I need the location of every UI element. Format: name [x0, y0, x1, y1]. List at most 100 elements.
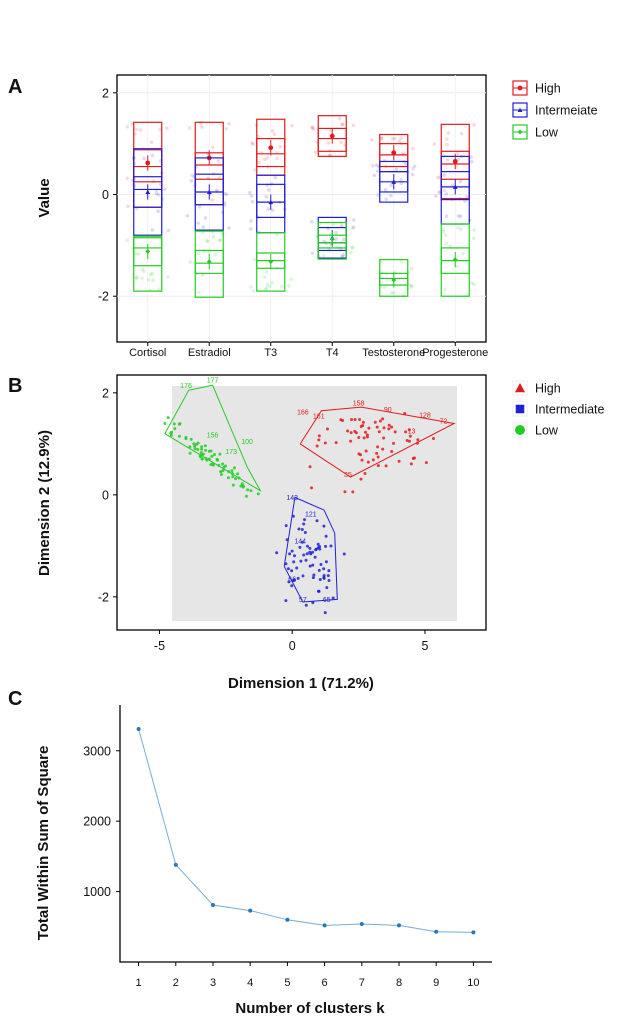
- panel-a-jitter-point: [471, 236, 476, 241]
- panel-b-point: [377, 430, 381, 434]
- panel-a-jitter-point: [210, 198, 214, 202]
- panel-a-jitter-point: [455, 151, 460, 156]
- panel-a-jitter-point: [465, 194, 469, 199]
- panel-a-jitter-point: [125, 124, 130, 129]
- panel-a-jitter-point: [379, 136, 384, 140]
- panel-a-jitter-point: [134, 275, 139, 280]
- panel-a-legend-marker: [517, 107, 523, 113]
- panel-a-jitter-point: [371, 163, 375, 168]
- panel-a-jitter-point: [443, 287, 447, 291]
- panel-a-jitter-point: [224, 126, 229, 131]
- panel-a-jitter-point: [404, 162, 408, 166]
- panel-b-point: [288, 552, 292, 556]
- panel-a-jitter-point: [224, 192, 229, 196]
- panel-b-x-tick-label: -5: [154, 639, 165, 653]
- panel-b-point: [409, 462, 413, 466]
- panel-b-point: [324, 544, 328, 548]
- panel-a-jitter-point: [389, 193, 393, 198]
- panel-c-x-tick-label: 10: [467, 977, 479, 989]
- panel-a-jitter-point: [441, 230, 446, 234]
- panel-b-point: [381, 417, 385, 421]
- panel-a-legend-marker: [517, 129, 523, 135]
- panel-c-y-ticks: 1000 2000 3000: [83, 744, 120, 899]
- panel-b-point: [192, 442, 196, 446]
- panel-b-point: [387, 427, 391, 431]
- panel-c-point: [471, 930, 476, 935]
- panel-a-iqr-box: [133, 237, 163, 267]
- panel-a-jitter-point: [201, 230, 205, 235]
- panel-b-point: [166, 416, 170, 420]
- panel-b-point: [178, 422, 182, 426]
- panel-a-mean-marker: [452, 159, 458, 164]
- panel-b-point: [169, 433, 173, 437]
- panel-b-point: [322, 567, 326, 571]
- panel-b-point-label: 156: [207, 433, 219, 440]
- panel-a-jitter-point: [370, 138, 374, 142]
- panel-b-point: [246, 488, 250, 492]
- panel-b-point: [305, 544, 309, 548]
- panel-b-point: [363, 472, 367, 476]
- panel-b-point: [365, 433, 369, 437]
- panel-b-point: [353, 418, 357, 422]
- panel-a-jitter-point: [374, 163, 379, 167]
- panel-a-jitter-point: [149, 140, 154, 144]
- panel-b-point: [210, 454, 214, 458]
- panel-b-point: [163, 421, 167, 425]
- panel-b-point: [387, 423, 391, 427]
- panel-b-point: [275, 551, 279, 555]
- panel-a-jitter-point: [267, 188, 271, 192]
- panel-b-point: [173, 427, 177, 431]
- panel-b-point: [302, 522, 306, 526]
- panel-a-jitter-point: [150, 228, 155, 232]
- panel-c-point: [434, 929, 439, 934]
- panel-b-point: [296, 576, 300, 580]
- panel-a-jitter-point: [438, 256, 443, 260]
- panel-b-point-label: 166: [297, 409, 309, 416]
- panel-a-jitter-point: [290, 123, 294, 128]
- panel-b-point: [299, 559, 303, 563]
- panel-a-jitter-point: [196, 221, 200, 226]
- panel-b-point: [284, 524, 288, 528]
- panel-b-point: [200, 445, 204, 449]
- panel-b-point: [234, 477, 238, 481]
- panel-a-jitter-point: [445, 157, 450, 162]
- panel-a-jitter-point: [133, 251, 138, 256]
- panel-b-legend-marker: [515, 383, 525, 393]
- panel-a-jitter-point: [432, 142, 437, 146]
- panel-a-jitter-point: [278, 144, 282, 149]
- panel-a-jitter-point: [458, 227, 463, 232]
- panel-b-point: [341, 419, 345, 423]
- panel-b-y-tick-label: 0: [102, 488, 109, 502]
- panel-a-frame: [116, 74, 487, 343]
- panel-b-point: [196, 448, 200, 452]
- panel-b-frame: [116, 374, 487, 631]
- panel-b-point: [334, 441, 338, 445]
- panel-a-jitter-point: [189, 179, 194, 183]
- panel-c-x-tick-label: 5: [284, 977, 290, 989]
- panel-b-point: [286, 567, 290, 571]
- panel-b-point: [313, 555, 317, 559]
- panel-a-jitter-point: [328, 128, 333, 133]
- panel-b-point: [209, 449, 213, 453]
- panel-a-mean-marker: [452, 184, 458, 189]
- panel-a-jitter-point: [434, 194, 438, 198]
- panel-a-jitter-point: [272, 132, 277, 137]
- panel-b-point: [231, 475, 235, 479]
- panel-b-point-label: 72: [440, 418, 448, 425]
- panel-b-point: [325, 427, 329, 431]
- panel-a-jitter-point: [250, 141, 254, 145]
- panel-b-point: [193, 444, 197, 448]
- panel-c-series-line: [138, 728, 474, 933]
- panel-c-y-axis-title: Total Within Sum of Square: [35, 746, 52, 941]
- panel-b-point: [226, 476, 230, 480]
- panel-a-mean-marker: [391, 179, 397, 184]
- panel-a-mean-marker: [145, 189, 151, 195]
- panel-b-point: [358, 418, 362, 422]
- panel-a-jitter-point: [247, 190, 252, 195]
- panel-b-x-tick-label: 5: [421, 639, 428, 653]
- panel-b-point: [311, 550, 315, 554]
- panel-c-point: [211, 902, 215, 907]
- panel-a-jitter-point: [154, 191, 159, 196]
- panel-a-jitter-point: [126, 204, 130, 209]
- panel-a-jitter-point: [444, 241, 449, 246]
